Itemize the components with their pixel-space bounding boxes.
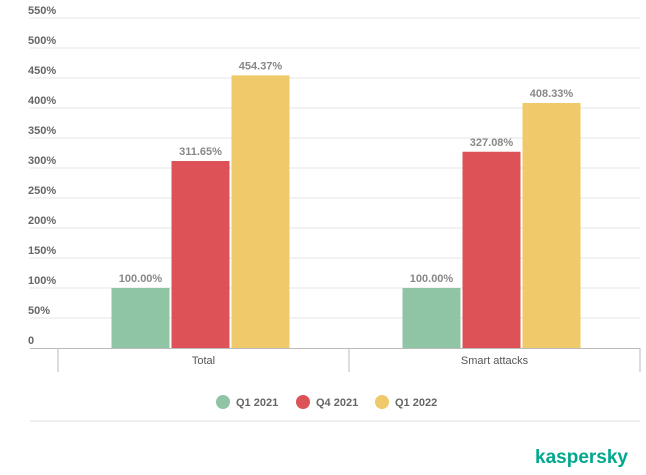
bar <box>111 288 170 348</box>
data-label: 408.33% <box>530 88 574 100</box>
bar <box>171 161 230 348</box>
y-tick-label: 250% <box>28 185 56 197</box>
y-tick-label: 150% <box>28 245 56 257</box>
y-tick-label: 450% <box>28 65 56 77</box>
bar <box>402 288 461 348</box>
x-category-label: Total <box>192 355 215 367</box>
y-tick-label: 400% <box>28 95 56 107</box>
y-tick-label: 200% <box>28 215 56 227</box>
legend-marker <box>375 395 389 409</box>
bar <box>231 75 290 349</box>
y-tick-label: 300% <box>28 155 56 167</box>
legend-item: Q1 2022 <box>375 395 437 409</box>
y-tick-label: 550% <box>28 5 56 17</box>
data-label: 327.08% <box>470 137 514 149</box>
y-tick-label: 350% <box>28 125 56 137</box>
legend-item: Q1 2021 <box>216 395 278 409</box>
data-label: 100.00% <box>410 273 454 285</box>
data-label: 100.00% <box>119 273 163 285</box>
x-category-label: Smart attacks <box>461 355 529 367</box>
y-tick-label: 100% <box>28 275 56 287</box>
y-tick-label: 500% <box>28 35 56 47</box>
legend: Q1 2021 Q4 2021 Q1 2022 <box>216 395 437 409</box>
legend-label: Q1 2022 <box>395 397 437 409</box>
legend-marker <box>296 395 310 409</box>
bars <box>111 75 581 349</box>
kaspersky-logo: kaspersky <box>535 447 628 468</box>
data-label: 454.37% <box>239 60 283 72</box>
data-labels: 100.00% 311.65% 454.37% 100.00% 327.08% 408.3… <box>119 60 574 285</box>
y-tick-label: 50% <box>28 305 50 317</box>
legend-label: Q1 2021 <box>236 397 278 409</box>
legend-label: Q4 2021 <box>316 397 358 409</box>
x-axis: Total Smart attacks <box>30 348 641 372</box>
bar <box>462 151 521 348</box>
bar <box>522 103 581 348</box>
y-tick-label: 0 <box>28 335 34 347</box>
legend-item: Q4 2021 <box>296 395 358 409</box>
y-axis-ticks: 0 50% 100% 150% 200% 250% 300% 350% 400% 450% 500%… <box>28 5 56 347</box>
legend-marker <box>216 395 230 409</box>
data-label: 311.65% <box>179 146 222 158</box>
